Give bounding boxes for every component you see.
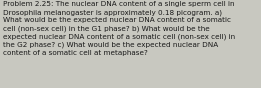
Text: Problem 2.25: The nuclear DNA content of a single sperm cell in
Drosophila melan: Problem 2.25: The nuclear DNA content of… xyxy=(3,1,235,56)
